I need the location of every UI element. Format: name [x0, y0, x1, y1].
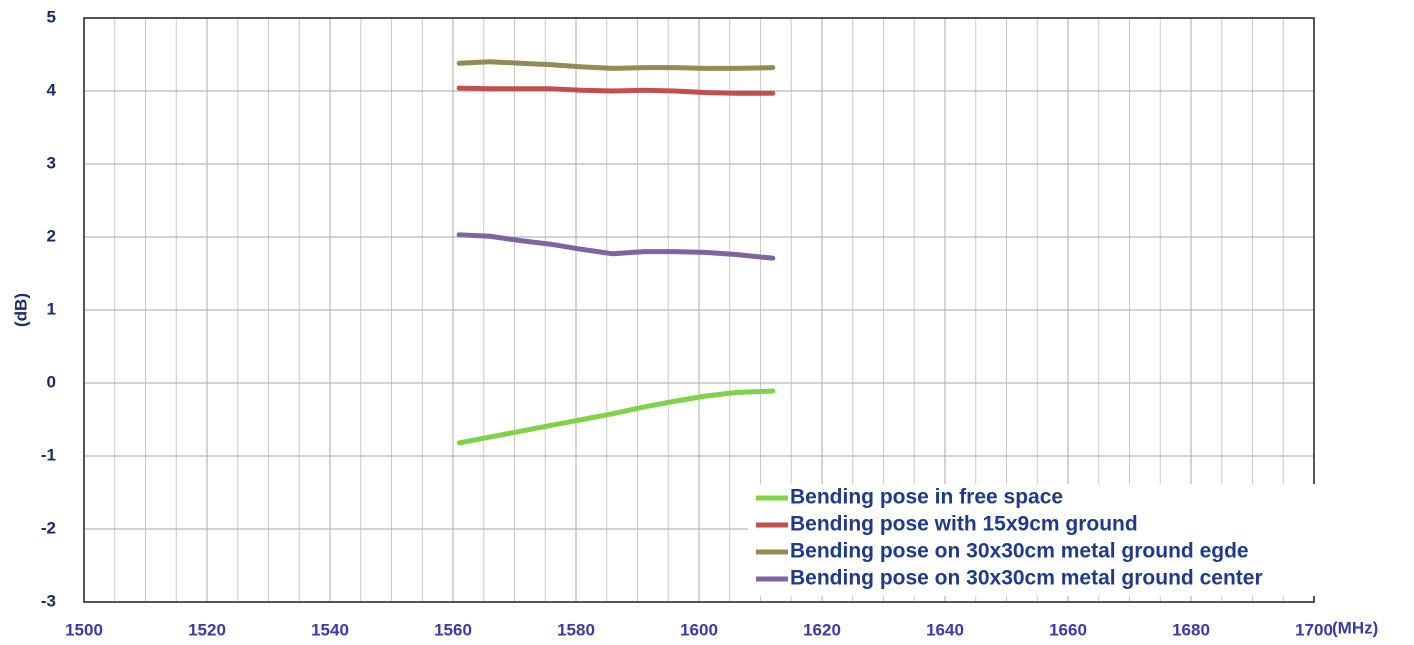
legend-label: Bending pose in free space: [790, 486, 1063, 509]
legend-box: [748, 484, 1414, 596]
x-tick-label: 1540: [311, 620, 349, 639]
series-line: [456, 388, 776, 446]
x-tick-label: 1600: [680, 620, 718, 639]
x-tick-label: 1580: [557, 620, 595, 639]
x-tick-label: 1660: [1049, 620, 1087, 639]
x-tick-label: 1640: [926, 620, 964, 639]
y-tick-label: 4: [47, 80, 57, 99]
y-tick-label: -2: [41, 518, 56, 537]
series-line: [456, 232, 776, 261]
legend-label: Bending pose with 15x9cm ground: [790, 513, 1138, 536]
series-line: [456, 85, 776, 96]
x-tick-label: 1700: [1295, 620, 1333, 639]
x-tick-label: 1500: [65, 620, 103, 639]
x-tick-label: 1680: [1172, 620, 1210, 639]
x-tick-label: 1560: [434, 620, 472, 639]
x-tick-label: 1620: [803, 620, 841, 639]
y-tick-label: -1: [41, 445, 56, 464]
series-line: [456, 59, 776, 71]
y-tick-label: -3: [41, 591, 56, 610]
y-tick-label: 0: [47, 372, 56, 391]
y-axis-label: (dB): [11, 293, 30, 327]
x-axis-label: (MHz): [1332, 618, 1378, 637]
y-tick-label: 1: [47, 299, 56, 318]
plot-frame: [83, 17, 1315, 603]
legend-label: Bending pose on 30x30cm metal ground egd…: [790, 540, 1249, 563]
y-tick-label: 3: [47, 153, 56, 172]
y-tick-label: 5: [47, 7, 56, 26]
legend-label: Bending pose on 30x30cm metal ground cen…: [790, 567, 1263, 590]
y-tick-label: 2: [47, 226, 56, 245]
x-tick-label: 1520: [188, 620, 226, 639]
